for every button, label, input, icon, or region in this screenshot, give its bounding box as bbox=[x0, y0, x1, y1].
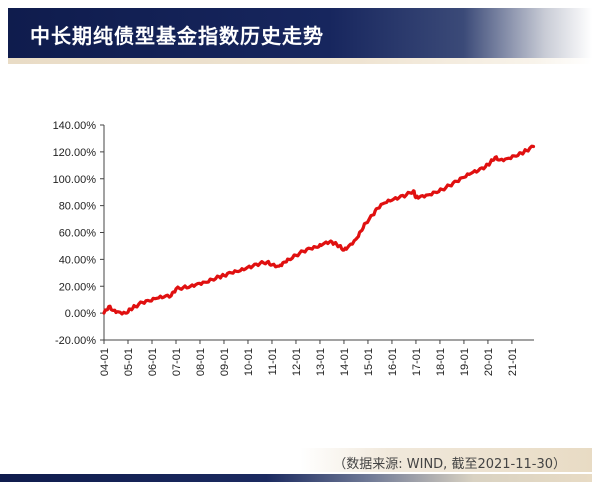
x-tick-label: 16-01 bbox=[387, 348, 399, 376]
source-background bbox=[300, 448, 592, 472]
y-tick-label: 0.00% bbox=[65, 308, 96, 320]
x-tick-label: 06-01 bbox=[147, 348, 159, 376]
y-tick-label: 40.00% bbox=[59, 254, 97, 266]
y-tick-label: 140.00% bbox=[53, 120, 97, 132]
title-underline-bar bbox=[8, 58, 592, 64]
y-tick-label: -20.00% bbox=[55, 335, 96, 347]
x-tick-label: 09-01 bbox=[219, 348, 231, 376]
y-tick-label: 20.00% bbox=[59, 281, 97, 293]
x-tick-label: 07-01 bbox=[171, 348, 183, 376]
x-tick-label: 19-01 bbox=[459, 348, 471, 376]
x-tick-label: 17-01 bbox=[411, 348, 423, 376]
line-chart: -20.00% 0.00% 20.00% 40.00% 60.00% 80.00% 100.… bbox=[53, 120, 536, 376]
x-tick-label: 04-01 bbox=[99, 348, 111, 376]
x-tick-label: 05-01 bbox=[123, 348, 135, 376]
y-tick-label: 120.00% bbox=[53, 147, 97, 159]
data-source-note: （数据来源: WIND, 截至2021-11-30） bbox=[333, 457, 566, 472]
x-tick-label: 13-01 bbox=[315, 348, 327, 376]
x-tick-label: 15-01 bbox=[363, 348, 375, 376]
x-tick-label: 11-01 bbox=[267, 348, 279, 375]
x-axis: 04-01 05-01 06-01 07-01 08-01 09-01 10-01 11-01… bbox=[99, 339, 534, 376]
title-banner bbox=[8, 8, 592, 58]
x-tick-label: 18-01 bbox=[435, 348, 447, 376]
x-tick-label: 10-01 bbox=[243, 348, 255, 376]
series-layer bbox=[102, 144, 536, 316]
page-title: 中长期纯债型基金指数历史走势 bbox=[30, 24, 324, 48]
x-tick-label: 08-01 bbox=[195, 348, 207, 376]
y-axis: -20.00% 0.00% 20.00% 40.00% 60.00% 80.00% 100.… bbox=[53, 120, 105, 347]
x-tick-label: 14-01 bbox=[339, 348, 351, 376]
x-tick-label: 20-01 bbox=[483, 348, 495, 376]
y-tick-label: 80.00% bbox=[59, 201, 97, 213]
footer-bar bbox=[0, 474, 592, 482]
y-tick-label: 60.00% bbox=[59, 228, 97, 240]
x-tick-label: 21-01 bbox=[507, 348, 519, 376]
x-tick-label: 12-01 bbox=[291, 348, 303, 376]
series-line bbox=[102, 144, 536, 316]
y-tick-label: 100.00% bbox=[53, 174, 97, 186]
